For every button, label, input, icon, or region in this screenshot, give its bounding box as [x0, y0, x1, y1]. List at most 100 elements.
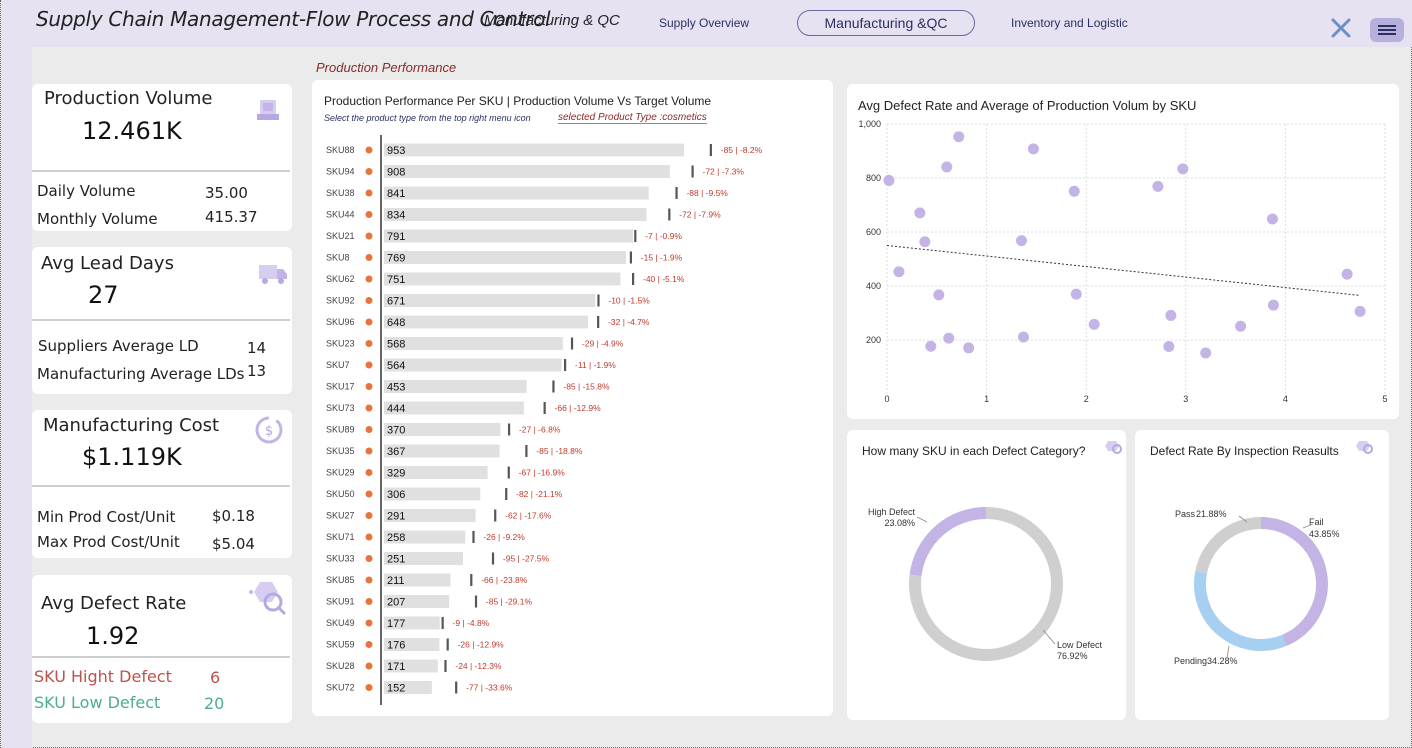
target-marker [494, 509, 497, 522]
bar-value-label: 564 [387, 360, 405, 372]
sku-label: SKU8 [326, 253, 350, 263]
donut-slice [1260, 517, 1328, 647]
filter-icon[interactable] [1355, 438, 1375, 461]
menu-icon[interactable] [1370, 18, 1404, 42]
production-bar [384, 487, 481, 501]
daily-volume-label: Daily Volume [37, 182, 136, 200]
sku-label: SKU27 [326, 511, 355, 521]
product-type-filter[interactable]: selected Product Type :cosmetics [558, 112, 707, 124]
sku-marker [365, 641, 373, 648]
variance-label: -72 | -7.3% [702, 167, 744, 177]
y-tick-label: 400 [866, 281, 881, 291]
target-marker [470, 574, 473, 586]
leader-line [916, 516, 928, 523]
divider [32, 485, 290, 487]
bar-value-label: 841 [387, 188, 405, 200]
production-bar [384, 358, 562, 372]
filter-icon[interactable] [1104, 438, 1124, 461]
sku-label: SKU29 [326, 468, 355, 478]
bar-value-label: 152 [387, 683, 405, 695]
sku-marker [365, 146, 373, 154]
production-bar [384, 337, 563, 350]
bar-value-label: 329 [387, 468, 405, 480]
target-marker [525, 445, 528, 457]
sku-high-defect-label: SKU Hight Defect [34, 667, 172, 686]
left-strip [1, 0, 32, 748]
sku-label: SKU28 [326, 661, 355, 671]
production-bar [384, 509, 476, 522]
sku-label: SKU59 [326, 640, 355, 650]
page-subtitle: Manufacturing & QC [484, 12, 620, 29]
bar-value-label: 171 [387, 661, 405, 673]
x-tick-label: 0 [884, 394, 889, 404]
nav-manufacturing-qc[interactable]: Manufacturing &QC [797, 10, 975, 36]
variance-label: -11 | -1.9% [575, 360, 616, 370]
scatter-point [1163, 340, 1175, 352]
production-bar [384, 294, 596, 307]
variance-label: -15 | -1.9% [641, 253, 683, 263]
x-tick-label: 3 [1183, 394, 1188, 404]
production-bar [384, 143, 684, 157]
sku-marker [365, 512, 373, 519]
scatter-point [1088, 318, 1100, 330]
target-marker [472, 531, 475, 543]
variance-label: -72 | -7.9% [679, 210, 721, 220]
bar-value-label: 306 [387, 489, 405, 501]
bar-value-label: 367 [387, 446, 405, 458]
variance-label: -10 | -1.5% [608, 296, 650, 306]
section-label: Production Performance [316, 60, 457, 75]
sku-marker [365, 361, 373, 369]
sku-marker [365, 340, 373, 347]
scatter-point [919, 236, 931, 248]
production-bar [384, 573, 451, 587]
bar-value-label: 251 [387, 554, 405, 566]
target-marker [597, 294, 600, 307]
scatter-chart-title: Avg Defect Rate and Average of Productio… [858, 98, 1197, 113]
bar-value-label: 211 [387, 575, 405, 587]
target-marker [632, 273, 635, 285]
scatter-point [933, 289, 945, 301]
y-tick-label: 800 [866, 173, 881, 183]
defect-rate-value: 1.92 [86, 622, 140, 650]
bar-value-label: 176 [387, 640, 405, 652]
sku-marker [365, 383, 373, 390]
production-bar [384, 272, 621, 286]
target-marker [675, 187, 678, 199]
manufacturing-cost-value: $1.119K [82, 443, 182, 471]
production-bar [384, 186, 649, 200]
sku-label: SKU85 [326, 575, 355, 585]
production-bar [384, 208, 647, 221]
min-cost-value: $0.18 [212, 507, 255, 525]
sku-label: SKU91 [326, 597, 355, 607]
sku-label: SKU94 [326, 167, 355, 177]
nav-supply-overview[interactable]: Supply Overview [659, 16, 750, 30]
variance-label: -77 | -33.6% [466, 683, 513, 693]
slice-pct-label: 23.08% [884, 518, 915, 528]
variance-label: -24 | -12.3% [455, 661, 502, 671]
bar-value-label: 769 [387, 253, 405, 265]
variance-label: -85 | -18.8% [536, 446, 583, 456]
variance-label: -32 | -4.7% [608, 317, 650, 327]
defect-rate-title: Avg Defect Rate [41, 593, 187, 614]
bar-value-label: 291 [387, 511, 405, 523]
target-marker [507, 423, 511, 436]
target-marker [446, 638, 449, 651]
variance-label: -82 | -21.1% [516, 489, 563, 499]
slice-label: Fail [1309, 517, 1324, 527]
variance-label: -85 | -29.1% [486, 597, 533, 607]
variance-label: -26 | -12.9% [458, 640, 505, 650]
max-cost-value: $5.04 [212, 535, 255, 553]
variance-label: -66 | -12.9% [555, 403, 602, 413]
y-tick-label: 600 [866, 227, 881, 237]
donut-slice [1194, 570, 1287, 651]
bar-value-label: 953 [387, 145, 405, 157]
production-bar [384, 229, 634, 243]
nav-inventory-logistic[interactable]: Inventory and Logistic [1011, 16, 1128, 30]
sku-label: SKU35 [326, 446, 355, 456]
scatter-point [963, 342, 975, 354]
target-marker [564, 359, 567, 371]
close-icon[interactable] [1330, 17, 1352, 39]
production-bar [384, 423, 501, 436]
scatter-point [914, 207, 926, 219]
sku-marker [365, 189, 373, 197]
